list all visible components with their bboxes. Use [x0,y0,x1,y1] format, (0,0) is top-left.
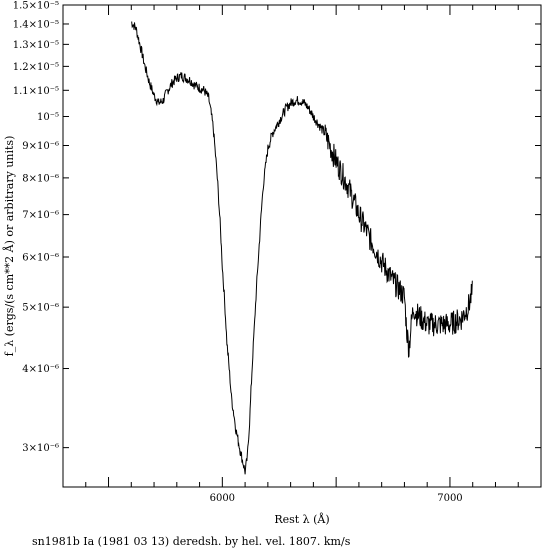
y-tick-label: 1.4×10⁻⁵ [13,19,59,30]
plot-frame [62,4,542,488]
x-tick-label: 7000 [437,493,462,504]
y-tick-label: 7×10⁻⁶ [22,210,59,221]
y-tick-label: 4×10⁻⁶ [22,364,59,375]
x-tick-label: 6000 [210,493,235,504]
y-tick-label: 1.3×10⁻⁵ [13,40,59,51]
y-tick-label: 10⁻⁵ [37,112,59,123]
x-axis-ticks: 6000 7000 [85,5,519,504]
y-axis-label: f_λ (ergs/(s cm**2 Å) or arbitrary units… [2,136,16,357]
spectrum-line [131,21,473,475]
y-tick-label: 1.1×10⁻⁵ [13,86,59,97]
y-tick-label: 1.2×10⁻⁵ [13,62,59,73]
chart-caption: sn1981b Ia (1981 03 13) deredsh. by hel.… [32,535,351,548]
x-axis-label: Rest λ (Å) [274,512,329,526]
y-tick-label: 1.5×10⁻⁵ [13,1,59,12]
y-tick-label: 8×10⁻⁶ [22,173,59,184]
y-axis-ticks: 3×10⁻⁶ 4×10⁻⁶ 5×10⁻⁶ 6×10⁻⁶ 7×10⁻⁶ 8×10⁻⁶ 9×10… [13,1,541,454]
y-tick-label: 9×10⁻⁶ [22,141,59,152]
y-tick-label: 6×10⁻⁶ [22,253,59,264]
y-tick-label: 5×10⁻⁶ [22,303,59,314]
y-tick-label: 3×10⁻⁶ [22,443,59,454]
